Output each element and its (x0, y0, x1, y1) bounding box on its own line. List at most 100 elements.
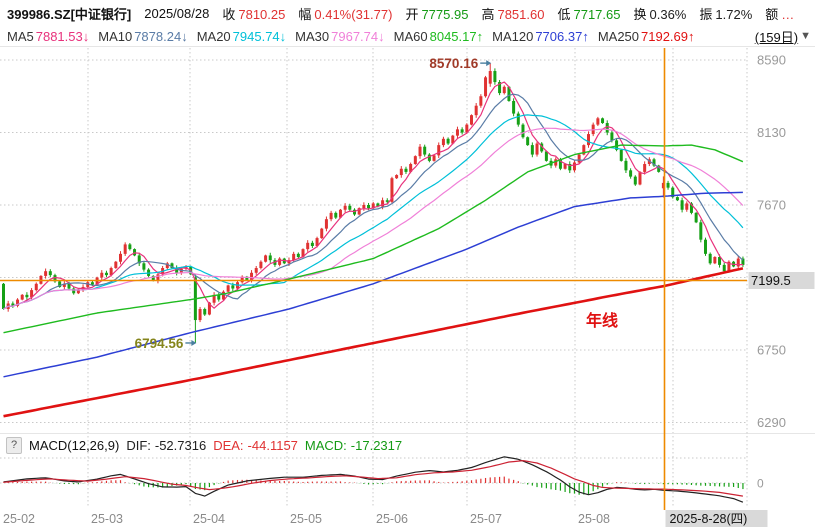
candle (624, 160, 628, 171)
candle (441, 138, 445, 146)
candle (455, 129, 459, 136)
candle (254, 268, 258, 273)
candle (137, 255, 141, 264)
candle (675, 197, 679, 201)
candle (320, 228, 324, 239)
candle (521, 124, 525, 138)
candle (680, 200, 684, 210)
candle (170, 263, 174, 269)
crosshair-price-label: 7199.5 (751, 273, 791, 288)
candle (530, 145, 534, 155)
candle (203, 309, 207, 315)
candle (104, 272, 108, 276)
candle (250, 272, 254, 280)
candle (704, 239, 707, 254)
ma30-legend: MA30 7967.74↓ (295, 28, 385, 44)
field-close: 收 7810.25 (222, 6, 286, 22)
candle (399, 168, 403, 176)
candle (409, 164, 413, 172)
candle (245, 276, 249, 280)
candle (259, 261, 263, 269)
ma-line-MA10 (3, 93, 744, 310)
candle (516, 113, 520, 125)
ma-line-MA30 (3, 127, 744, 310)
candle (114, 261, 118, 269)
candle (493, 71, 497, 83)
candle (582, 145, 586, 155)
candle (390, 178, 394, 202)
candle (226, 285, 230, 292)
candle (264, 255, 268, 262)
candle (638, 171, 642, 185)
candle (432, 155, 436, 161)
field-change: 幅 0.41%(31.77) (298, 6, 393, 22)
candle (357, 208, 361, 215)
y-axis-label: 8130 (757, 125, 786, 140)
candle (371, 203, 375, 209)
candle (558, 159, 562, 169)
year-line-label: 年线 (586, 311, 618, 330)
candle (554, 159, 558, 166)
candle (376, 203, 380, 207)
candle (385, 200, 389, 202)
y-axis-label: 7670 (757, 198, 786, 213)
candle (221, 291, 225, 300)
candle (507, 86, 511, 101)
high-arrowhead (486, 60, 492, 67)
help-button[interactable]: ? (6, 436, 22, 454)
candle (67, 283, 71, 289)
macd-title[interactable]: MACD(12,26,9) (29, 437, 120, 453)
candle (643, 164, 647, 172)
candle (708, 253, 712, 264)
candle (610, 132, 614, 141)
range-selector[interactable]: (159日) ▼ (754, 29, 811, 45)
candle (395, 175, 399, 179)
ma60-legend: MA60 8045.17↑ (393, 28, 484, 44)
candle (526, 137, 530, 146)
candle (479, 96, 483, 106)
candle (502, 86, 506, 94)
x-axis-label: 25-05 (290, 512, 322, 526)
candle (231, 285, 235, 289)
candle (2, 283, 5, 310)
candle (694, 212, 698, 223)
candle (666, 182, 670, 188)
candle (465, 124, 469, 133)
candle (727, 261, 731, 272)
crosshair-price-box (748, 272, 815, 289)
candle (619, 149, 623, 161)
candle (315, 238, 319, 246)
candle (451, 135, 455, 144)
candle (278, 258, 282, 265)
candle (151, 275, 155, 281)
candle (470, 115, 473, 125)
candle (48, 271, 52, 276)
candle (563, 164, 567, 169)
candle (544, 151, 548, 161)
crosshair-date-label: 2025-8-28(四) (670, 512, 748, 526)
y-axis-label: 6750 (757, 343, 786, 358)
candle (306, 242, 310, 250)
candle (25, 294, 29, 298)
candle (568, 164, 572, 171)
x-axis-label: 25-03 (91, 512, 123, 526)
candle (572, 162, 576, 171)
x-axis-label: 25-06 (376, 512, 408, 526)
candle (605, 123, 609, 133)
candle (512, 100, 516, 114)
candle (128, 244, 132, 250)
candle (474, 105, 478, 116)
x-axis-label: 25-08 (578, 512, 610, 526)
candle (72, 288, 76, 294)
ma250-legend: MA250 7192.69↑ (597, 28, 695, 44)
x-axis-label: 25-07 (470, 512, 502, 526)
candle (30, 290, 34, 298)
candle (713, 257, 717, 264)
candle (268, 255, 272, 261)
dea-value: DEA: -44.1157 (213, 437, 298, 453)
candle (119, 253, 122, 262)
candle (741, 258, 745, 265)
low-callout-label: 6794.56 (135, 336, 184, 351)
candle (427, 154, 431, 161)
